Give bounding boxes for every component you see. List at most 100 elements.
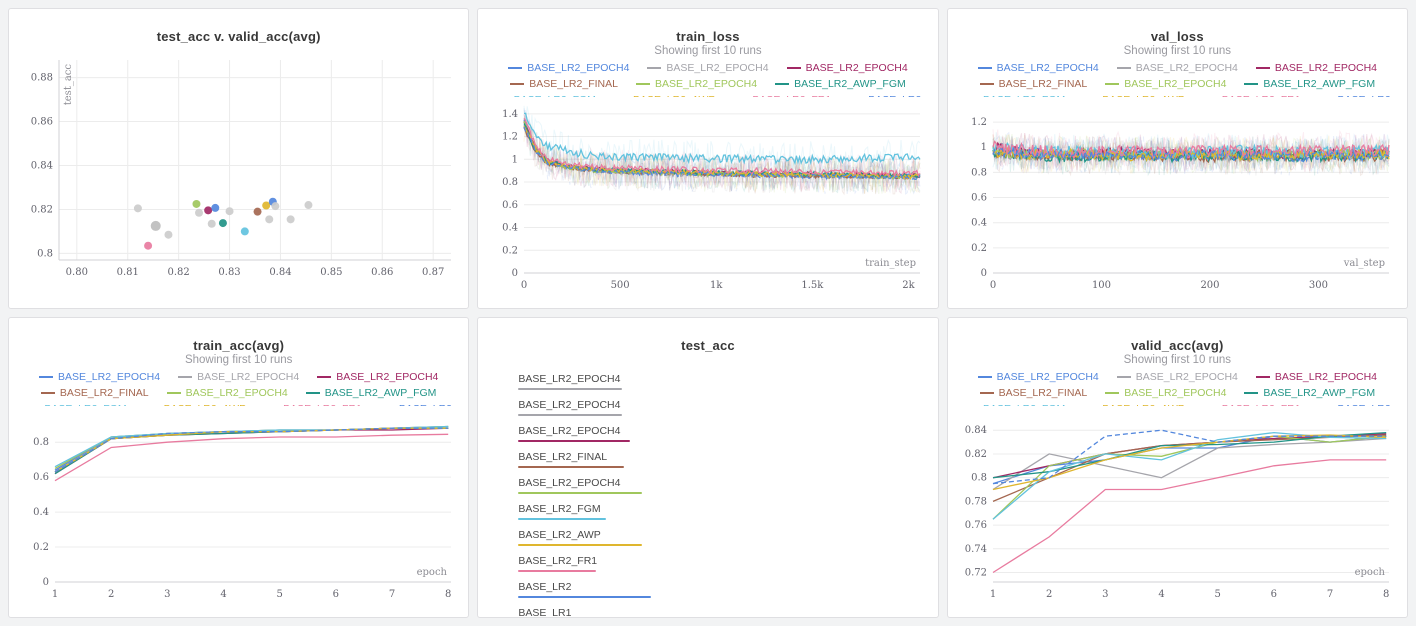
legend-line-icon	[1255, 376, 1270, 378]
test-acc-row[interactable]: BASE_LR2_EPOCH4	[518, 477, 937, 494]
scatter-point[interactable]	[133, 204, 142, 213]
legend-line-icon	[786, 67, 801, 69]
valid-acc-chart[interactable]: 0.72 0.74 0.76 0.78 0.8 0.82 0.84 1 2 3 4 5 6 7 8 epoch	[949, 408, 1405, 608]
y-tick-label: 0.4	[33, 507, 49, 518]
test-acc-row[interactable]: BASE_LR2_AWP	[518, 529, 937, 546]
val-loss-chart[interactable]: 0 0.2 0.4 0.6 0.8 1 1.2 0 100 200 300 val_step	[949, 99, 1405, 299]
legend-item[interactable]: BASE_LR2_EPOCH4	[38, 371, 160, 383]
legend-item[interactable]: BASE_LR2	[1319, 94, 1391, 97]
legend-item[interactable]: BASE_LR2_FR1	[1203, 403, 1301, 406]
test-acc-bar	[518, 544, 643, 546]
legend-item[interactable]: BASE_LR2_EPOCH4	[647, 62, 769, 74]
scatter-point[interactable]	[264, 215, 273, 224]
legend-item[interactable]: BASE_LR2_FINAL	[979, 78, 1087, 90]
scatter-point[interactable]	[192, 199, 201, 208]
scatter-point[interactable]	[253, 207, 262, 216]
x-tick-label: 8	[445, 589, 451, 600]
y-tick-label: 0.88	[30, 73, 52, 84]
legend-item[interactable]: BASE_LR2_FR1	[1203, 94, 1301, 97]
scatter-point[interactable]	[194, 208, 203, 217]
y-tick-label: 1.2	[971, 117, 987, 128]
scatter-point[interactable]	[203, 206, 212, 215]
legend-row: BASE_LR2_EPOCH4 BASE_LR2_EPOCH4 BASE_LR2_E…	[948, 60, 1407, 76]
scatter-point[interactable]	[304, 201, 313, 210]
x-tick-label: 0.83	[218, 267, 240, 278]
legend-item[interactable]: BASE_LR2_EPOCH4	[977, 62, 1099, 74]
scatter-point[interactable]	[143, 241, 152, 250]
scatter-point[interactable]	[164, 230, 173, 239]
legend-item[interactable]: BASE_LR2_EPOCH4	[635, 78, 757, 90]
x-axis-label: train_step	[865, 258, 916, 269]
legend-item[interactable]: BASE_LR2_AWP	[1083, 403, 1184, 406]
legend-item[interactable]: BASE_LR2_FGM	[495, 94, 596, 97]
scatter-point[interactable]	[225, 207, 234, 216]
panel-subtitle: Showing first 10 runs	[1123, 354, 1232, 366]
legend-run-name: BASE_LR2_AWP_FGM	[1263, 78, 1376, 90]
legend-item[interactable]: BASE_LR2_FINAL	[979, 387, 1087, 399]
x-tick-label: 0	[990, 280, 996, 291]
legend-item[interactable]: BASE_LR2_AWP_FGM	[305, 387, 436, 399]
scatter-point[interactable]	[240, 227, 249, 236]
test-acc-list[interactable]: BASE_LR2_EPOCH4 BASE_LR2_EPOCH4 BASE_LR2_E…	[478, 353, 937, 617]
legend-item[interactable]: BASE_LR2_EPOCH4	[977, 371, 1099, 383]
legend-item[interactable]: BASE_LR2_EPOCH4	[1255, 371, 1378, 383]
legend-item[interactable]: BASE_LR2_EPOCH4	[317, 371, 438, 383]
legend-item[interactable]: BASE_LR2_AWP_FGM	[1244, 387, 1375, 399]
scatter-point[interactable]	[286, 215, 295, 224]
legend-run-name: BASE_LR2	[1338, 403, 1391, 406]
legend-run-name: BASE_LR2_EPOCH4	[1274, 371, 1378, 383]
test-acc-row[interactable]: BASE_LR2_EPOCH4	[518, 373, 937, 390]
test-acc-row[interactable]: BASE_LR2	[518, 581, 937, 598]
legend-item[interactable]: BASE_LR2_FINAL	[40, 387, 149, 399]
scatter-chart[interactable]: 0.8 0.82 0.84 0.86 0.88 0.80 0.81 0.82 0.83 0.84 0…	[11, 46, 467, 290]
legend-item[interactable]: BASE_LR2_AWP	[614, 94, 715, 97]
legend-run-name: BASE_LR2_EPOCH4	[996, 62, 1099, 74]
legend-run-name: BASE_LR2_FINAL	[529, 78, 618, 90]
legend-item[interactable]: BASE_LR2_FGM	[964, 94, 1065, 97]
y-tick-label: 1	[512, 154, 518, 165]
legend-run-name: BASE_LR2_FR1	[752, 94, 831, 97]
test-acc-bar	[518, 440, 631, 442]
legend-item[interactable]: BASE_LR2_EPOCH4	[1255, 62, 1377, 74]
test-acc-row[interactable]: BASE_LR2_EPOCH4	[518, 399, 937, 416]
legend-item[interactable]: BASE_LR2_EPOCH4	[508, 62, 629, 74]
test-acc-row[interactable]: BASE_LR2_FINAL	[518, 451, 937, 468]
legend-run-name: BASE_LR2_FGM	[983, 94, 1065, 97]
legend-item[interactable]: BASE_LR2_AWP_FGM	[775, 78, 906, 90]
legend-row: BASE_LR2_FINAL BASE_LR2_EPOCH4 BASE_LR2_AW…	[948, 76, 1407, 92]
scatter-point[interactable]	[218, 219, 227, 228]
test-acc-row[interactable]: BASE_LR2_FGM	[518, 503, 937, 520]
legend-row: BASE_LR2_FINAL BASE_LR2_EPOCH4 BASE_LR2_AW…	[478, 76, 937, 92]
legend-item[interactable]: BASE_LR2_AWP	[145, 403, 246, 406]
legend-item[interactable]: BASE_LR2_AWP	[1083, 94, 1184, 97]
scatter-point[interactable]	[150, 220, 161, 231]
scatter-point[interactable]	[271, 202, 280, 211]
train-loss-chart[interactable]: 0 0.2 0.4 0.6 0.8 1 1.2 1.4 0 500 1k 1.5k 2k train_st…	[480, 99, 936, 299]
legend-item[interactable]: BASE_LR2	[1319, 403, 1391, 406]
legend-item[interactable]: BASE_LR2	[849, 94, 921, 97]
legend-item[interactable]: BASE_LR2_FINAL	[510, 78, 618, 90]
legend-item[interactable]: BASE_LR2_EPOCH4	[786, 62, 908, 74]
legend-item[interactable]: BASE_LR2_EPOCH4	[1105, 78, 1226, 90]
legend-item[interactable]: BASE_LR2_EPOCH4	[1116, 62, 1238, 74]
legend-item[interactable]: BASE_LR2_EPOCH4	[1105, 387, 1226, 399]
legend-item[interactable]: BASE_LR2_FGM	[25, 403, 126, 406]
test-acc-row[interactable]: BASE_LR2_EPOCH4	[518, 425, 937, 442]
train-acc-chart[interactable]: 0 0.2 0.4 0.6 0.8 1 2 3 4 5 6 7 8 epoch	[11, 408, 467, 608]
legend-item[interactable]: BASE_LR2_FR1	[733, 94, 831, 97]
legend-item[interactable]: BASE_LR2_FGM	[964, 403, 1065, 406]
legend-item[interactable]: BASE_LR2_AWP_FGM	[1244, 78, 1375, 90]
scatter-point[interactable]	[207, 219, 216, 228]
x-tick-label: 7	[388, 589, 394, 600]
legend-item[interactable]: BASE_LR2_FR1	[264, 403, 362, 406]
y-tick-label: 0	[981, 268, 987, 279]
test-acc-row[interactable]: BASE_LR2_FR1	[518, 555, 937, 572]
scatter-point[interactable]	[261, 201, 270, 210]
legend-item[interactable]: BASE_LR2	[380, 403, 452, 406]
legend-item[interactable]: BASE_LR2_EPOCH4	[178, 371, 299, 383]
test-acc-row[interactable]: BASE_LR1	[518, 607, 937, 617]
scatter-point[interactable]	[210, 203, 219, 212]
legend-item[interactable]: BASE_LR2_EPOCH4	[166, 387, 288, 399]
legend-item[interactable]: BASE_LR2_EPOCH4	[1116, 371, 1238, 383]
